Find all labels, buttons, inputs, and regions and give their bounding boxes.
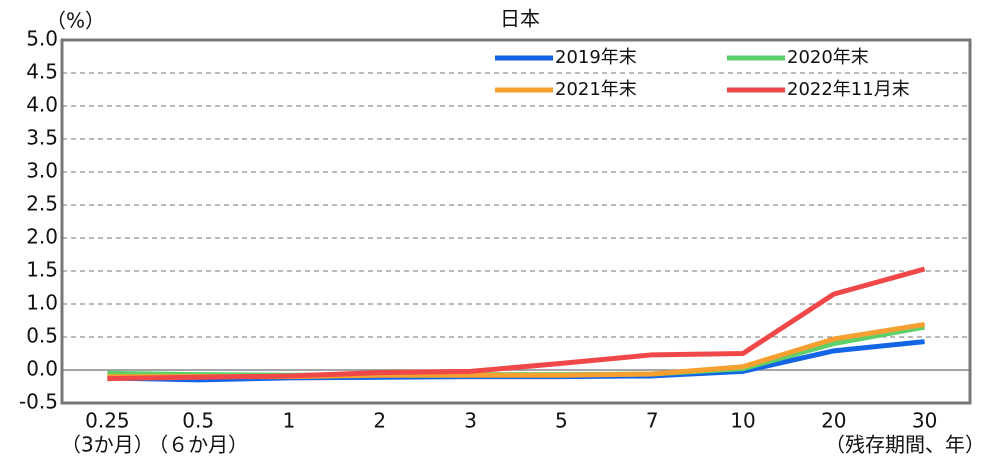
x-tick-label: 10 bbox=[730, 409, 755, 433]
plot-frame bbox=[60, 38, 972, 405]
chart-title: 日本 bbox=[500, 7, 540, 31]
y-tick-label: 4.0 bbox=[26, 93, 58, 117]
x-tick-label: 7 bbox=[646, 409, 659, 433]
y-tick-label: 4.5 bbox=[26, 60, 58, 84]
y-tick-label: 5.0 bbox=[26, 27, 58, 51]
legend-label: 2020年末 bbox=[787, 47, 869, 68]
legend-label: 2021年末 bbox=[555, 79, 637, 100]
y-tick-label: 3.5 bbox=[26, 126, 58, 150]
y-tick-label: 0.0 bbox=[26, 357, 58, 381]
y-tick-label: 2.0 bbox=[26, 225, 58, 249]
legend-label: 2019年末 bbox=[555, 47, 637, 68]
x-tick-label: 30 bbox=[912, 409, 937, 433]
x-tick-label: 3 bbox=[464, 409, 477, 433]
x-tick-note: （６か月） bbox=[148, 433, 248, 457]
y-tick-label: -0.5 bbox=[19, 390, 58, 414]
x-tick-label: 20 bbox=[821, 409, 846, 433]
y-tick-label: 3.0 bbox=[26, 159, 58, 183]
x-label: （残存期間、年） bbox=[825, 433, 985, 457]
y-tick-label: 1.0 bbox=[26, 291, 58, 315]
y-tick-label: 0.5 bbox=[26, 324, 58, 348]
y-tick-label: 1.5 bbox=[26, 258, 58, 282]
x-tick-note: （3か月） bbox=[61, 433, 154, 457]
x-tick-label: 5 bbox=[555, 409, 568, 433]
series-line bbox=[107, 266, 926, 382]
legend-label: 2022年11月末 bbox=[787, 79, 910, 100]
x-tick-label: 0.25 bbox=[85, 409, 130, 433]
x-tick-label: 1 bbox=[283, 409, 296, 433]
x-tick-label: 2 bbox=[373, 409, 386, 433]
x-tick-label: 0.5 bbox=[182, 409, 214, 433]
y-tick-label: 2.5 bbox=[26, 192, 58, 216]
y-unit: （%） bbox=[46, 9, 105, 33]
